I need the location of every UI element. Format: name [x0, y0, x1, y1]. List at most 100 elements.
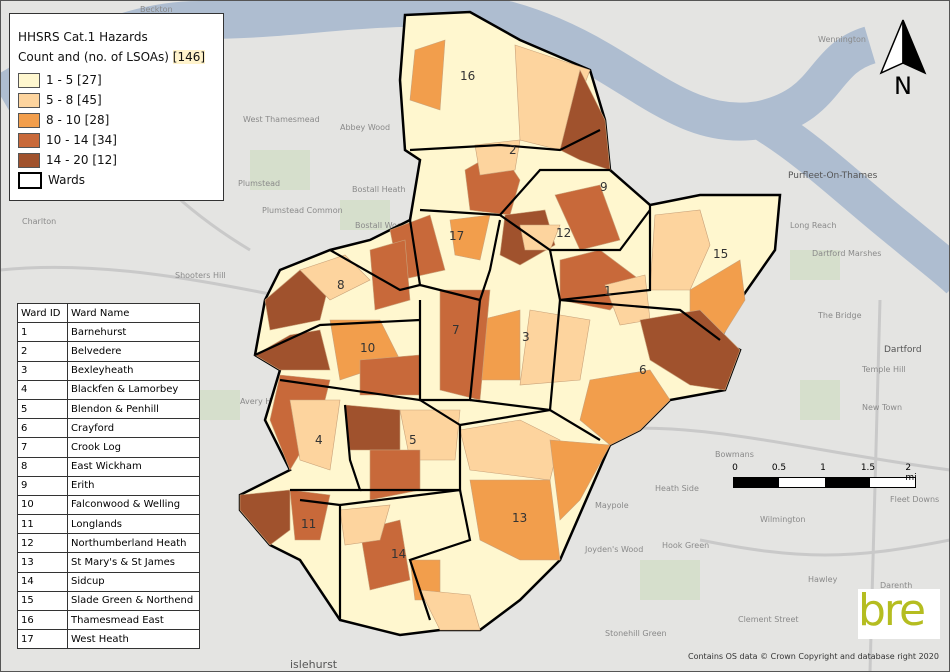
svg-text:Darenth: Darenth	[880, 581, 912, 590]
scale-tick: 1	[820, 463, 826, 473]
ward-id-cell: 17	[17, 629, 68, 650]
legend-label: Wards	[48, 173, 86, 187]
ward-id-cell: 6	[17, 418, 68, 439]
ward-name-cell: Erith	[67, 475, 200, 496]
ward-boundaries	[254, 129, 721, 621]
legend-label: 1 - 5 [27]	[46, 73, 102, 87]
ward-id-cell: 16	[17, 609, 68, 631]
svg-text:West Thamesmead: West Thamesmead	[243, 115, 320, 124]
svg-text:2: 2	[509, 143, 517, 157]
table-row: 2 Belvedere	[17, 341, 200, 362]
map-legend: HHSRS Cat.1 Hazards Count and (no. of LS…	[9, 13, 224, 201]
ward-table: Ward ID Ward Name 1 Barnehurst 2 Belvedere 3…	[17, 302, 200, 650]
north-arrow: N	[873, 18, 933, 102]
svg-text:Beckton: Beckton	[140, 5, 173, 14]
table-row: 16 Thamesmead East	[17, 609, 200, 631]
legend-swatch	[18, 132, 40, 148]
legend-label: 14 - 20 [12]	[46, 153, 117, 167]
svg-text:4: 4	[315, 433, 323, 447]
table-body: 1 Barnehurst 2 Belvedere 3 Bexleyheath 4 Blackf…	[17, 322, 200, 650]
ward-id-cell: 14	[17, 571, 68, 592]
svg-text:7: 7	[452, 323, 460, 337]
legend-total: [146]	[172, 50, 206, 64]
svg-text:Bostall Heath: Bostall Heath	[352, 185, 406, 194]
svg-text:Stonehill Green: Stonehill Green	[605, 629, 667, 638]
svg-text:Abbey Wood: Abbey Wood	[340, 123, 390, 132]
ward-id-cell: 9	[17, 475, 68, 496]
svg-text:Avery Hill: Avery Hill	[240, 397, 278, 406]
table-row: 15 Slade Green & Northend	[17, 590, 200, 612]
legend-item: Wards	[18, 170, 215, 190]
ward-name-cell: East Wickham	[67, 456, 200, 477]
svg-text:10: 10	[360, 341, 375, 355]
svg-text:Plumstead Common: Plumstead Common	[262, 206, 343, 215]
bre-logo: bre	[858, 589, 940, 639]
svg-text:11: 11	[301, 517, 316, 531]
table-row: 1 Barnehurst	[17, 322, 200, 343]
legend-title: HHSRS Cat.1 Hazards	[18, 30, 148, 44]
ward-name-cell: Belvedere	[67, 341, 200, 362]
place-labels: Beckton Wennington West Thamesmead Abbey…	[22, 5, 939, 671]
ward-id-cell: 5	[17, 398, 68, 420]
table-header-row: Ward ID Ward Name	[17, 302, 200, 324]
table-row: 5 Blendon & Penhill	[17, 398, 200, 420]
attribution: Contains OS data © Crown Copyright and d…	[688, 652, 939, 661]
scale-bar: 0 0.5 1 1.5 2 mi	[732, 463, 917, 488]
svg-text:8: 8	[337, 278, 345, 292]
ward-name-cell: Crook Log	[67, 437, 200, 458]
legend-item: 8 - 10 [28]	[18, 110, 215, 130]
legend-item: 10 - 14 [34]	[18, 130, 215, 150]
ward-number-labels: 16 2 9 12 17 15 8 1 7 3 10 6 4 5 13 11 1…	[301, 69, 728, 561]
svg-text:1: 1	[604, 284, 612, 298]
svg-text:9: 9	[600, 180, 608, 194]
svg-text:Bostall Woods: Bostall Woods	[355, 221, 411, 230]
svg-text:Temple Hill: Temple Hill	[861, 365, 906, 374]
legend-label: 8 - 10 [28]	[46, 113, 110, 127]
scale-tick: 2 mi	[905, 463, 917, 483]
legend-subtitle: Count and (no. of LSOAs) [146]	[18, 50, 215, 64]
ward-id-cell: 2	[17, 341, 68, 362]
ward-id-cell: 11	[17, 514, 68, 535]
ward-id-cell: 8	[17, 456, 68, 477]
table-row: 7 Crook Log	[17, 437, 200, 458]
scale-tick: 1.5	[860, 463, 876, 473]
ward-name-cell: Bexleyheath	[67, 360, 200, 381]
svg-text:Dartford Marshes: Dartford Marshes	[812, 249, 881, 258]
svg-text:Hawley: Hawley	[808, 575, 838, 584]
ward-id-cell: 7	[17, 437, 68, 458]
svg-text:islehurst: islehurst	[290, 658, 338, 671]
legend-label: 5 - 8 [45]	[46, 93, 102, 107]
svg-text:15: 15	[713, 247, 728, 261]
column-header: Ward ID	[17, 302, 68, 324]
svg-text:New Town: New Town	[862, 403, 902, 412]
table-row: 3 Bexleyheath	[17, 360, 200, 381]
svg-text:Purfleet-On-Thames: Purfleet-On-Thames	[788, 171, 878, 181]
legend-swatch	[18, 72, 40, 88]
svg-text:Charlton: Charlton	[22, 217, 56, 226]
table-row: 11 Longlands	[17, 514, 200, 535]
svg-text:N: N	[894, 72, 912, 98]
table-row: 8 East Wickham	[17, 456, 200, 477]
legend-swatch	[18, 92, 40, 108]
legend-item: 5 - 8 [45]	[18, 90, 215, 110]
scale-tick: 0.5	[771, 463, 787, 473]
svg-text:3: 3	[522, 330, 530, 344]
svg-text:Hook Green: Hook Green	[662, 541, 709, 550]
ward-id-cell: 4	[17, 379, 68, 400]
ward-name-cell: Sidcup	[67, 571, 200, 592]
svg-text:12: 12	[556, 226, 571, 240]
legend-item: 1 - 5 [27]	[18, 70, 215, 90]
svg-text:Long Reach: Long Reach	[790, 221, 836, 230]
ward-name-cell: Barnehurst	[67, 322, 200, 343]
svg-text:14: 14	[391, 547, 406, 561]
table-row: 14 Sidcup	[17, 571, 200, 592]
ward-name-cell: Northumberland Heath	[67, 533, 200, 554]
svg-text:Fleet Downs: Fleet Downs	[890, 495, 939, 504]
table-row: 10 Falconwood & Welling	[17, 494, 200, 516]
table-row: 4 Blackfen & Lamorbey	[17, 379, 200, 400]
svg-text:5: 5	[409, 433, 417, 447]
ward-name-cell: Blackfen & Lamorbey	[67, 379, 200, 400]
legend-subtitle-text: Count and (no. of LSOAs)	[18, 50, 169, 64]
ward-name-cell: Thamesmead East	[67, 609, 200, 631]
svg-text:Wilmington: Wilmington	[760, 515, 805, 524]
